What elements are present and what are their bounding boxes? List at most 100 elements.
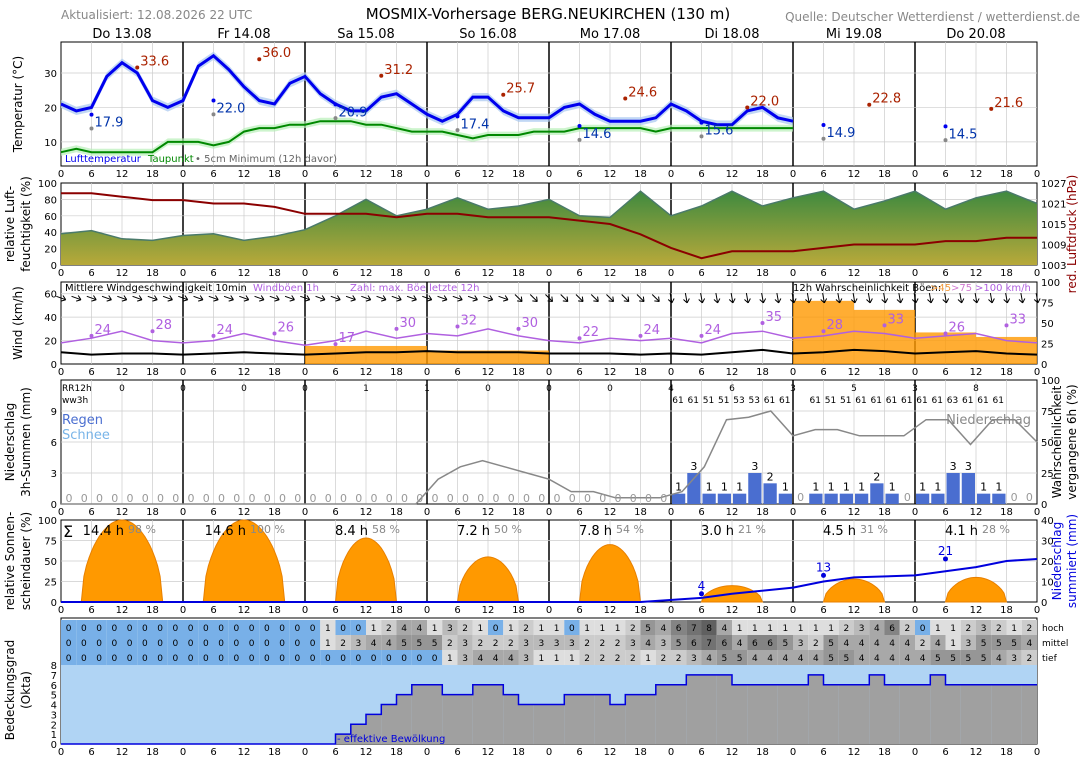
legend-gust-max: Zahl: max. Böe letzte 12h	[350, 283, 480, 294]
wind-arrow-head	[881, 298, 889, 304]
precip-zero: 0	[477, 492, 484, 505]
gust-max-marker	[638, 333, 643, 338]
cloud-cover-bar	[838, 684, 854, 744]
cloud-layer-value: 0	[157, 654, 163, 664]
wind-arrow	[850, 292, 858, 304]
cloud-hour-tick: 6	[210, 747, 216, 758]
cloud-layer-cell	[869, 620, 885, 635]
wind-arrow-shaft	[806, 292, 810, 304]
wind-arrow-shaft	[837, 292, 841, 304]
cloud-layer-value: 4	[813, 654, 819, 664]
max-marker	[135, 65, 140, 70]
sun-hour-tick: 6	[698, 605, 704, 616]
cloud-layer-value: 0	[249, 639, 255, 649]
wind-arrow	[744, 292, 751, 304]
cloud-ytick: 3	[51, 710, 57, 721]
cloud-layer-value: 0	[96, 639, 102, 649]
cloud-layer-cell	[991, 650, 1007, 665]
hum-hour-tick: 18	[146, 268, 159, 279]
cloud-layer-cell	[823, 635, 839, 650]
ground-min-marker	[455, 128, 460, 133]
hum-ytick: 20	[44, 245, 57, 256]
wind-hour-tick-end: 0	[1034, 367, 1040, 378]
precip-sum-line	[61, 558, 1038, 603]
cloud-layer-cell	[213, 635, 229, 650]
sun-hours-3: 7.2 h	[457, 524, 490, 539]
precip-hour-tick: 18	[878, 507, 891, 518]
hum-ytick: 80	[44, 195, 57, 206]
cloud-layer-cell	[976, 620, 992, 635]
cloud-layer-cell	[549, 650, 565, 665]
precip-zero: 0	[264, 492, 271, 505]
cloud-layer-cell	[671, 620, 687, 635]
cloud-layer-cell	[610, 635, 626, 650]
cloud-layer-cell	[640, 650, 656, 665]
precip-hour-tick: 0	[58, 507, 64, 518]
precip-zero: 0	[447, 492, 454, 505]
cloud-layer-value: 4	[645, 639, 651, 649]
cloud-cover-bar	[915, 684, 931, 744]
cloud-cover-bar	[381, 704, 397, 744]
cloud-layer-value: 0	[310, 654, 316, 664]
precip-hour-tick: 6	[210, 507, 216, 518]
cloud-cover-bar	[884, 684, 900, 744]
max-marker	[257, 57, 262, 62]
precip-sum-marker	[699, 591, 704, 597]
precip-zero: 0	[310, 492, 317, 505]
cloud-layer-value: 4	[478, 654, 484, 664]
cloud-layer-value: 0	[310, 639, 316, 649]
precip-bar	[885, 493, 899, 504]
gust-max-label-0: 24	[95, 323, 112, 338]
cloud-layer-cell	[61, 635, 77, 650]
temp-hour-tick: 0	[180, 169, 186, 180]
wind-arrow-shaft	[345, 295, 356, 301]
cloud-layer-value: 1	[935, 624, 941, 634]
wind-arrow	[239, 295, 250, 302]
cloud-hour-tick: 6	[332, 747, 338, 758]
temp-hour-tick: 18	[390, 169, 403, 180]
wind-hour-tick: 18	[268, 367, 281, 378]
precip-zero: 0	[508, 492, 515, 505]
rr12h-value-2: 0	[241, 384, 247, 394]
wind-hour-tick: 6	[88, 367, 94, 378]
precip-ytick: 0	[51, 500, 57, 511]
cloud-layer-value: 0	[157, 624, 163, 634]
precip-value-22: 0	[1011, 491, 1018, 504]
wind-arrow-shaft	[208, 295, 219, 301]
cloud-layer-cell	[350, 620, 366, 635]
legend-temperature: Lufttemperatur	[65, 154, 142, 165]
wind-hour-tick: 12	[238, 367, 251, 378]
max-marker	[379, 73, 384, 78]
sun-hour-tick: 12	[360, 605, 373, 616]
cloud-layer-cell	[244, 635, 260, 650]
hum-ytick: 40	[44, 228, 57, 239]
max-label-5: 22.0	[750, 94, 779, 109]
cloud-hour-tick: 6	[820, 747, 826, 758]
precip-value-2: 1	[706, 481, 713, 494]
precip-bar	[763, 483, 777, 504]
wind-arrow	[284, 295, 295, 302]
sun-hour-tick: 0	[912, 605, 918, 616]
wind-arrow	[911, 292, 919, 304]
wind-arrow-head	[426, 295, 433, 302]
sunshine-area-7	[944, 576, 1008, 603]
cloud-layer-value: 5	[935, 654, 941, 664]
hum-hour-tick: 18	[1000, 268, 1013, 279]
hum-hour-tick: 0	[302, 268, 308, 279]
cloud-layer-value: 1	[554, 624, 560, 634]
cloud-layer-cell	[274, 635, 290, 650]
precip-value-18: 3	[950, 460, 957, 473]
cloud-layer-cell	[549, 620, 565, 635]
wind-y2tick: 75	[1041, 299, 1054, 310]
cloud-layer-cell	[686, 635, 702, 650]
min-label-2: 20.9	[339, 105, 368, 120]
sun-hour-tick: 12	[604, 605, 617, 616]
cloud-layer-value: 1	[432, 624, 438, 634]
cloud-cover-bar	[930, 674, 946, 744]
cloud-layer-value: 2	[508, 639, 514, 649]
cloud-cover-bar	[976, 684, 992, 744]
wind-arrow	[330, 295, 341, 302]
wind-arrow-head	[698, 298, 706, 304]
precip-zero: 0	[615, 492, 622, 505]
cloud-layer-cell	[762, 635, 778, 650]
